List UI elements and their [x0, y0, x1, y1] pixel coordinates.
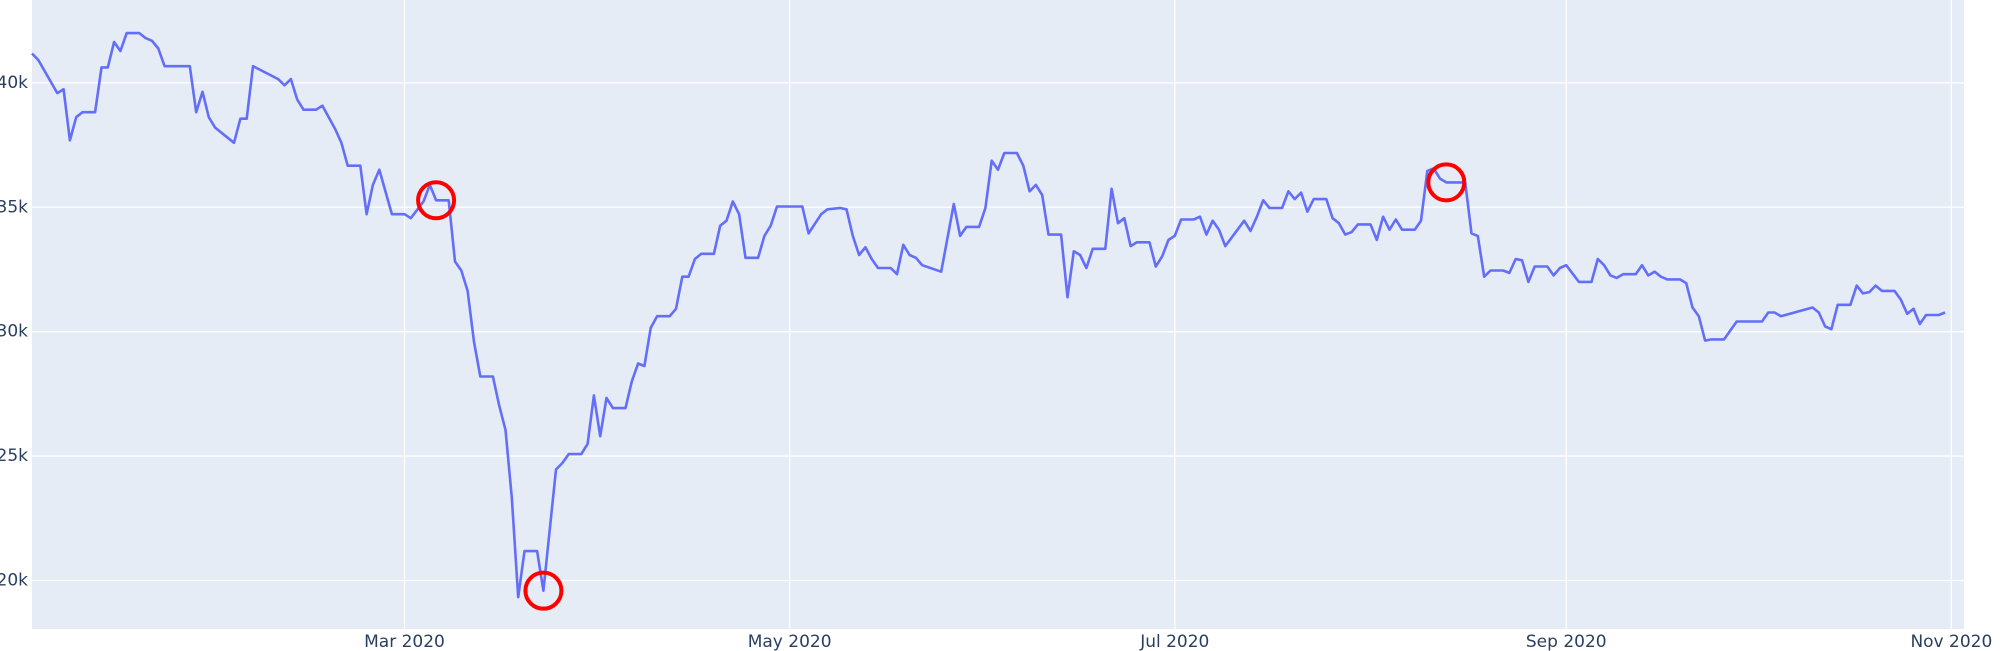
highlight-marker: [523, 570, 564, 611]
y-tick-label: 20k: [0, 570, 28, 590]
y-tick-label: 25k: [0, 446, 28, 466]
x-tick-label: Mar 2020: [364, 632, 445, 651]
plot-background: [32, 0, 1964, 629]
x-tick-label: Jul 2020: [1139, 632, 1209, 651]
highlight-marker: [416, 180, 457, 221]
line-series: [31, 31, 1946, 599]
highlight-marker: [1426, 162, 1467, 203]
y-tick-label: 35k: [0, 197, 28, 217]
x-tick-label: May 2020: [748, 632, 832, 651]
x-tick-label: Nov 2020: [1910, 632, 1992, 651]
y-tick-label: 30k: [0, 322, 28, 342]
x-tick-label: Sep 2020: [1526, 632, 1607, 651]
y-tick-label: 40k: [0, 73, 28, 93]
